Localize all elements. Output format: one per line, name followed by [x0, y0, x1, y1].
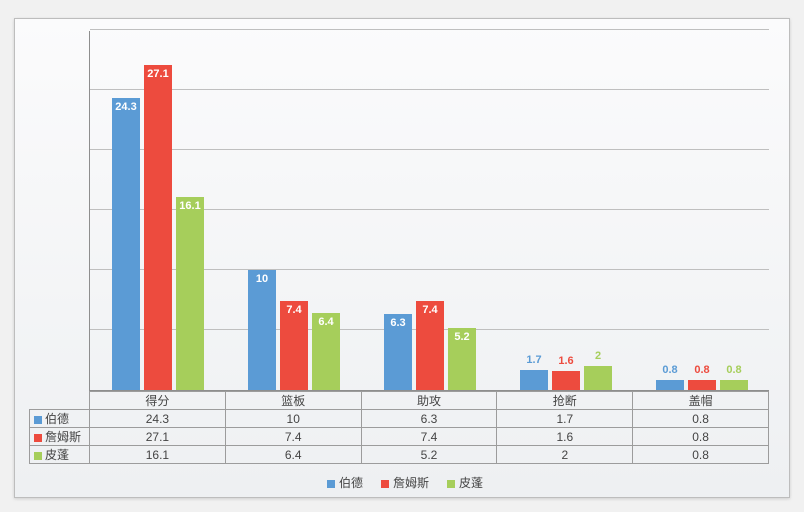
- table-cell: 16.1: [90, 446, 226, 464]
- legend-item: 伯德: [321, 476, 363, 490]
- bar: 10: [248, 270, 276, 390]
- bar: 1.6: [552, 371, 580, 390]
- bar: 2: [584, 366, 612, 390]
- series-swatch: [34, 416, 42, 424]
- outer-container: 24.327.116.1107.46.46.37.45.21.71.620.80…: [0, 0, 804, 512]
- bar-value-label: 0.8: [720, 364, 748, 376]
- bar-value-label: 1.6: [552, 355, 580, 367]
- legend-swatch: [327, 480, 335, 488]
- table-row: 詹姆斯27.17.47.41.60.8: [30, 428, 769, 446]
- table-rowhead: 伯德: [30, 410, 90, 428]
- table-header-cell: 盖帽: [633, 392, 769, 410]
- bar-value-label: 2: [584, 350, 612, 362]
- table-cell: 10: [225, 410, 361, 428]
- table-header-cell: 篮板: [225, 392, 361, 410]
- data-table: 得分篮板助攻抢断盖帽伯德24.3106.31.70.8詹姆斯27.17.47.4…: [29, 391, 769, 464]
- table-cell: 7.4: [361, 428, 497, 446]
- bar-value-label: 27.1: [144, 68, 172, 80]
- bar: 24.3: [112, 98, 140, 390]
- table-cell: 2: [497, 446, 633, 464]
- table-header-cell: 抢断: [497, 392, 633, 410]
- bar-value-label: 16.1: [176, 200, 204, 212]
- table-cell: 5.2: [361, 446, 497, 464]
- table-cell: 0.8: [633, 428, 769, 446]
- series-swatch: [34, 452, 42, 460]
- legend: 伯德詹姆斯皮蓬: [15, 474, 789, 491]
- bar: 16.1: [176, 197, 204, 390]
- table-cell: 27.1: [90, 428, 226, 446]
- legend-swatch: [381, 480, 389, 488]
- bar-value-label: 24.3: [112, 101, 140, 113]
- table-cell: 6.4: [225, 446, 361, 464]
- table-cell: 0.8: [633, 410, 769, 428]
- legend-item: 皮蓬: [441, 476, 483, 490]
- bar-value-label: 1.7: [520, 354, 548, 366]
- bar-value-label: 0.8: [656, 364, 684, 376]
- table-cell: 24.3: [90, 410, 226, 428]
- plot-area: 24.327.116.1107.46.46.37.45.21.71.620.80…: [89, 31, 769, 391]
- gridline: [90, 29, 769, 30]
- bar-value-label: 0.8: [688, 364, 716, 376]
- table-row: 伯德24.3106.31.70.8: [30, 410, 769, 428]
- bar-value-label: 10: [248, 273, 276, 285]
- table-header-cell: 得分: [90, 392, 226, 410]
- gridline: [90, 89, 769, 90]
- bar: 7.4: [416, 301, 444, 390]
- bar: 0.8: [656, 380, 684, 390]
- bar: 7.4: [280, 301, 308, 390]
- table-cell: 1.6: [497, 428, 633, 446]
- series-swatch: [34, 434, 42, 442]
- bar-value-label: 6.4: [312, 316, 340, 328]
- table-row: 皮蓬16.16.45.220.8: [30, 446, 769, 464]
- bar: 6.3: [384, 314, 412, 390]
- legend-swatch: [447, 480, 455, 488]
- bar-value-label: 6.3: [384, 317, 412, 329]
- bar: 1.7: [520, 370, 548, 390]
- bar: 5.2: [448, 328, 476, 390]
- chart-panel: 24.327.116.1107.46.46.37.45.21.71.620.80…: [14, 18, 790, 498]
- table-rowhead: 詹姆斯: [30, 428, 90, 446]
- bar: 6.4: [312, 313, 340, 390]
- gridline: [90, 149, 769, 150]
- table-cell: 7.4: [225, 428, 361, 446]
- bar: 0.8: [688, 380, 716, 390]
- table-cell: 1.7: [497, 410, 633, 428]
- bar-value-label: 5.2: [448, 331, 476, 343]
- table-cell: 6.3: [361, 410, 497, 428]
- bar-value-label: 7.4: [416, 304, 444, 316]
- bar: 27.1: [144, 65, 172, 390]
- legend-item: 詹姆斯: [375, 476, 429, 490]
- table-rowhead: 皮蓬: [30, 446, 90, 464]
- bar-value-label: 7.4: [280, 304, 308, 316]
- table-header-cell: 助攻: [361, 392, 497, 410]
- table-cell: 0.8: [633, 446, 769, 464]
- bar: 0.8: [720, 380, 748, 390]
